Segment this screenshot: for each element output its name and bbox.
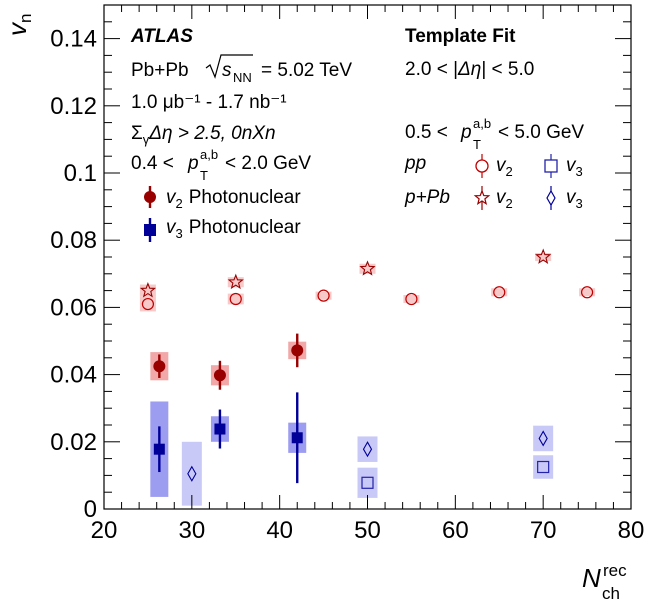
legend-pp-v3-marker bbox=[545, 160, 557, 172]
system-label: Pb+Pb bbox=[131, 60, 189, 81]
legend-v3-marker bbox=[144, 224, 156, 236]
deta-label: 2.0 < |Δη| < 5.0 bbox=[405, 59, 534, 80]
x-axis-label-sub: ch bbox=[602, 584, 620, 603]
systematic-bands bbox=[140, 253, 595, 506]
legend-photonuclear: v2 Photonuclear v3 Photonuclear bbox=[144, 186, 301, 242]
pt-right-p: p bbox=[460, 122, 472, 143]
annotation-left: ATLAS Pb+Pb s NN = 5.02 TeV 1.0 μb⁻¹ - 1… bbox=[130, 26, 352, 183]
pt-right-sup: a,b bbox=[473, 116, 491, 131]
x-tick-label: 40 bbox=[266, 517, 293, 544]
annotation-right: Template Fit 2.0 < |Δη| < 5.0 0.5 < p a,… bbox=[404, 26, 584, 211]
y-tick-label: 0.14 bbox=[50, 26, 97, 53]
legend-ppb-label: p+Pb bbox=[404, 187, 450, 208]
x-tick-label: 80 bbox=[618, 517, 645, 544]
v2_photonuclear-point bbox=[291, 344, 303, 356]
pt-left-p: p bbox=[187, 153, 199, 174]
v3_pp-sys-band bbox=[358, 468, 378, 498]
x-axis-label-sup: rec bbox=[603, 561, 627, 580]
statistical-error-bars bbox=[159, 334, 297, 484]
energy-nn: NN bbox=[233, 70, 252, 85]
v2_photonuclear-point bbox=[214, 369, 226, 381]
y-tick-label: 0 bbox=[84, 496, 97, 523]
pt-range-left: 0.4 < bbox=[131, 153, 174, 174]
x-axis-label: N bbox=[582, 563, 601, 593]
method-label: Template Fit bbox=[405, 26, 516, 47]
v3_pPb-sys-band bbox=[533, 426, 553, 452]
pt-left-high: < 2.0 GeV bbox=[225, 153, 311, 174]
v3_photonuclear-point bbox=[214, 424, 225, 435]
y-tick-label: 0.04 bbox=[50, 362, 97, 389]
x-tick-label: 30 bbox=[178, 517, 205, 544]
energy-value: = 5.02 TeV bbox=[261, 60, 352, 81]
x-tick-label: 70 bbox=[530, 517, 557, 544]
v3_pp-sys-band bbox=[533, 455, 553, 479]
pt-right-sub: T bbox=[473, 137, 481, 152]
legend-pp-v2-label: v2 bbox=[496, 155, 513, 179]
legend-ppb-v3-label: v3 bbox=[566, 187, 583, 211]
x-tick-label: 50 bbox=[354, 517, 381, 544]
axis-ticks: 20 30 40 50 60 70 8000.020.040.060.080.10.120.… bbox=[50, 5, 644, 544]
pt-left-sub: T bbox=[200, 168, 208, 183]
v3_photonuclear-point bbox=[292, 432, 303, 443]
legend-v2-marker bbox=[144, 191, 156, 203]
v3_pPb-sys-band bbox=[358, 436, 378, 462]
pt-left-sup: a,b bbox=[200, 147, 218, 162]
legend-v2-label: v2 Photonuclear bbox=[166, 187, 301, 211]
y-tick-label: 0.06 bbox=[50, 294, 97, 321]
y-tick-label: 0.08 bbox=[50, 227, 97, 254]
v3_photonuclear-point bbox=[154, 444, 165, 455]
atlas-label: ATLAS bbox=[130, 26, 193, 47]
y-axis-label-sub: n bbox=[16, 14, 35, 23]
legend-pp-label: pp bbox=[404, 153, 426, 174]
v2_photonuclear-point bbox=[153, 360, 165, 372]
y-tick-label: 0.12 bbox=[50, 93, 97, 120]
y-tick-label: 0.1 bbox=[64, 160, 97, 187]
legend-ppb-v2-label: v2 bbox=[496, 187, 513, 211]
legend-pp-v3-label: v3 bbox=[566, 155, 583, 179]
pt-range-right: 0.5 < bbox=[405, 122, 448, 143]
energy-s: s bbox=[222, 60, 232, 81]
x-tick-label: 60 bbox=[442, 517, 469, 544]
legend-pp-v2-marker bbox=[476, 160, 488, 172]
gap-cut-label: ΣγΔη > 2.5, 0nXn bbox=[131, 123, 276, 147]
luminosity-label: 1.0 μb⁻¹ - 1.7 nb⁻¹ bbox=[131, 92, 287, 113]
v2_pPb-sys-band bbox=[140, 285, 156, 297]
y-axis-label: vn bbox=[2, 14, 35, 36]
pt-right-high: < 5.0 GeV bbox=[498, 122, 584, 143]
y-tick-label: 0.02 bbox=[50, 429, 97, 456]
legend-ppb-v3-marker bbox=[547, 191, 555, 205]
legend-v3-label: v3 Photonuclear bbox=[166, 217, 301, 241]
